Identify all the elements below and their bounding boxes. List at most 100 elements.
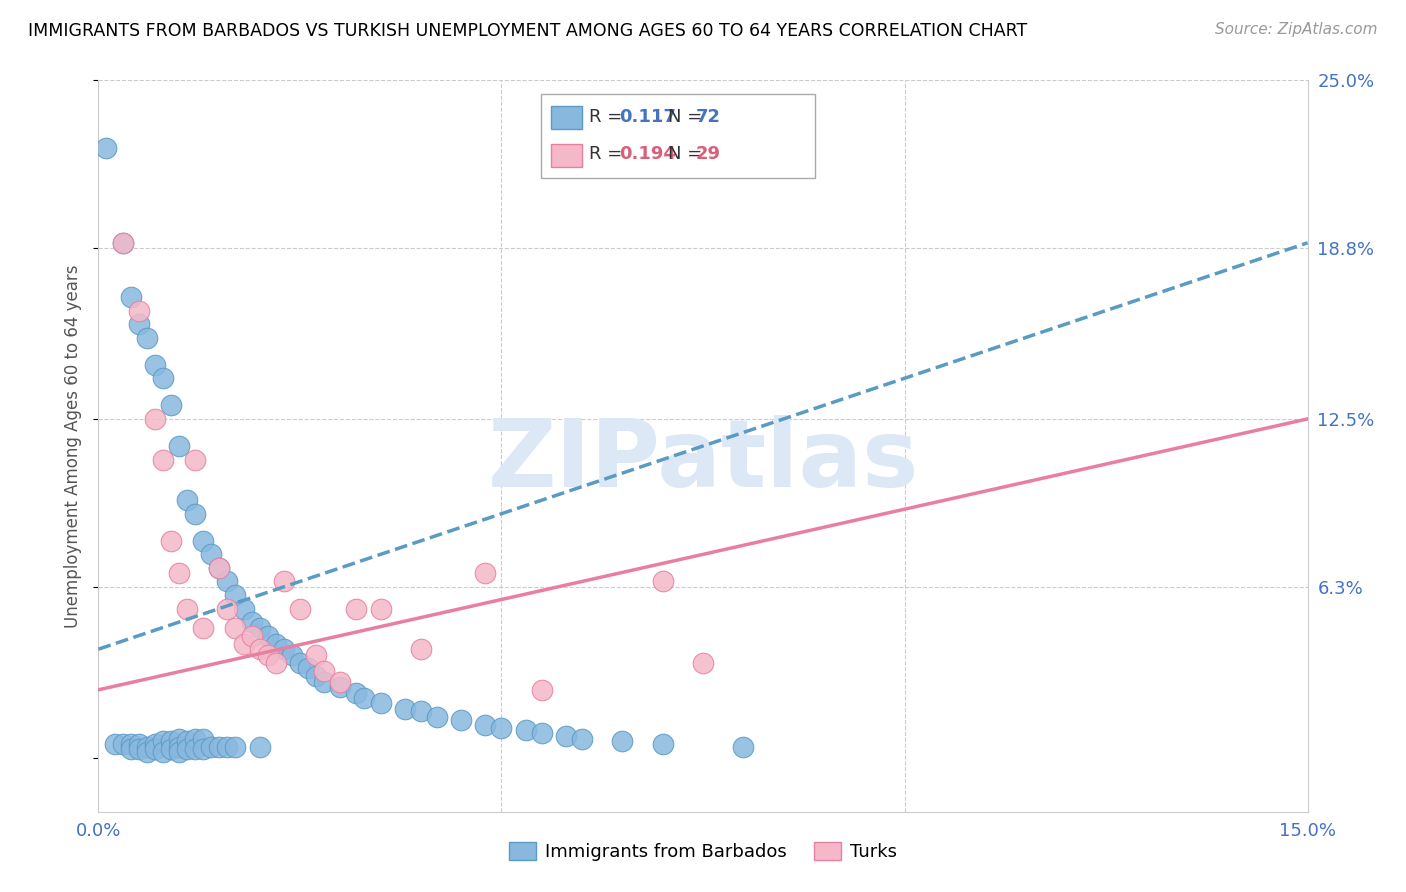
Text: N =: N = — [668, 108, 707, 126]
Point — [232, 601, 254, 615]
Point — [232, 637, 254, 651]
Text: ZIPatlas: ZIPatlas — [488, 415, 918, 507]
Text: 0.194: 0.194 — [619, 145, 675, 163]
Point — [370, 601, 392, 615]
Point — [111, 235, 134, 250]
Point — [249, 642, 271, 657]
Point — [167, 439, 190, 453]
Point — [329, 680, 352, 694]
Legend: Immigrants from Barbados, Turks: Immigrants from Barbados, Turks — [502, 835, 904, 869]
Point — [273, 642, 295, 657]
Point — [184, 452, 207, 467]
Point — [249, 620, 271, 634]
Point — [120, 290, 142, 304]
Point — [224, 739, 246, 754]
Point — [167, 739, 190, 754]
Point — [530, 682, 553, 697]
Point — [143, 412, 166, 426]
Point — [193, 620, 215, 634]
Point — [394, 702, 416, 716]
Point — [450, 713, 472, 727]
Point — [515, 723, 537, 738]
Point — [733, 739, 755, 754]
Point — [143, 737, 166, 751]
Point — [208, 739, 231, 754]
Point — [314, 674, 336, 689]
Point — [344, 601, 367, 615]
Point — [160, 533, 183, 548]
Point — [176, 734, 198, 748]
Point — [409, 705, 432, 719]
Point — [256, 648, 278, 662]
Point — [692, 656, 714, 670]
Point — [273, 574, 295, 589]
Point — [571, 731, 593, 746]
Point — [288, 656, 311, 670]
Point — [184, 731, 207, 746]
Point — [651, 737, 673, 751]
Point — [135, 739, 157, 754]
Point — [353, 690, 375, 705]
Point — [111, 737, 134, 751]
Point — [176, 601, 198, 615]
Y-axis label: Unemployment Among Ages 60 to 64 years: Unemployment Among Ages 60 to 64 years — [65, 264, 83, 628]
Point — [200, 547, 222, 561]
Point — [208, 561, 231, 575]
Point — [160, 734, 183, 748]
Point — [491, 721, 513, 735]
Point — [120, 742, 142, 756]
Point — [314, 664, 336, 678]
Point — [256, 629, 278, 643]
Point — [249, 739, 271, 754]
Point — [217, 601, 239, 615]
Point — [167, 731, 190, 746]
Point — [128, 742, 150, 756]
Point — [135, 331, 157, 345]
Point — [224, 620, 246, 634]
Text: 29: 29 — [696, 145, 721, 163]
Point — [651, 574, 673, 589]
Point — [160, 398, 183, 412]
Point — [152, 371, 174, 385]
Point — [264, 656, 287, 670]
Point — [193, 742, 215, 756]
Point — [152, 452, 174, 467]
Point — [305, 648, 328, 662]
Point — [152, 734, 174, 748]
Point — [288, 601, 311, 615]
Text: 72: 72 — [696, 108, 721, 126]
Point — [128, 303, 150, 318]
Text: R =: R = — [589, 108, 628, 126]
Point — [474, 566, 496, 581]
Point — [281, 648, 304, 662]
Point — [128, 317, 150, 331]
Point — [329, 674, 352, 689]
Point — [200, 739, 222, 754]
Point — [160, 742, 183, 756]
Point — [217, 574, 239, 589]
Point — [426, 710, 449, 724]
Point — [176, 493, 198, 508]
Point — [217, 739, 239, 754]
Point — [297, 661, 319, 675]
Point — [305, 669, 328, 683]
Point — [612, 734, 634, 748]
Point — [96, 141, 118, 155]
Point — [193, 731, 215, 746]
Point — [264, 637, 287, 651]
Point — [240, 615, 263, 629]
Text: Source: ZipAtlas.com: Source: ZipAtlas.com — [1215, 22, 1378, 37]
Point — [120, 737, 142, 751]
Text: IMMIGRANTS FROM BARBADOS VS TURKISH UNEMPLOYMENT AMONG AGES 60 TO 64 YEARS CORRE: IMMIGRANTS FROM BARBADOS VS TURKISH UNEM… — [28, 22, 1028, 40]
Point — [111, 235, 134, 250]
Point — [128, 737, 150, 751]
Point — [143, 358, 166, 372]
Point — [135, 745, 157, 759]
Point — [370, 697, 392, 711]
Text: 0.117: 0.117 — [619, 108, 675, 126]
Point — [176, 742, 198, 756]
Point — [167, 745, 190, 759]
Point — [344, 685, 367, 699]
Point — [555, 729, 578, 743]
Point — [167, 566, 190, 581]
